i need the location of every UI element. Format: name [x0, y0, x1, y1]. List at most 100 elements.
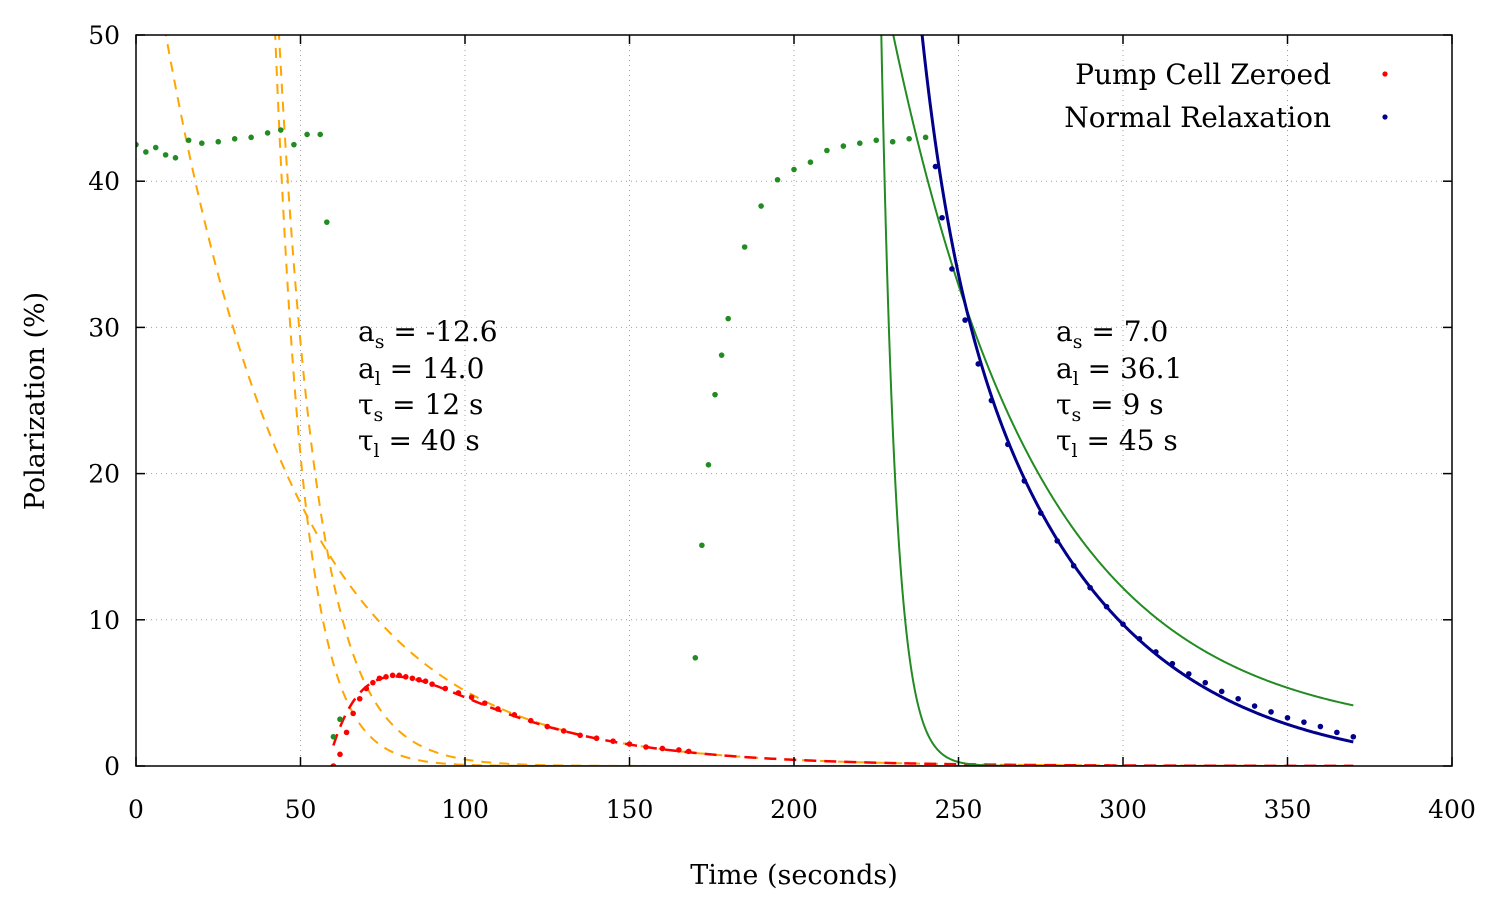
annotation-left-tau-l: τl = 40 s — [358, 424, 480, 462]
x-tick-label: 200 — [770, 795, 818, 824]
x-tick-label: 400 — [1428, 795, 1476, 824]
signal-data-point — [791, 166, 797, 173]
annotation-right-tau-s: τs = 9 s — [1056, 388, 1164, 426]
pump-cell-zeroed-point — [343, 729, 350, 736]
pump-cell-zeroed-point — [676, 747, 682, 753]
y-tick-label: 10 — [88, 606, 120, 635]
pump-cell-zeroed-point — [481, 700, 488, 706]
legend-label-pump-cell-zeroed: Pump Cell Zeroed — [1075, 58, 1331, 91]
pump-cell-zeroed-point — [659, 745, 666, 752]
annotation-right-a-s: as = 7.0 — [1056, 315, 1168, 353]
signal-data-point — [172, 155, 179, 161]
normal-relaxation-point — [1350, 733, 1357, 740]
signal-data-point — [857, 140, 863, 146]
normal-relaxation-point — [1005, 441, 1011, 448]
pump-cell-zeroed-point — [389, 672, 396, 679]
normal-relaxation-point — [1218, 688, 1225, 695]
pump-cell-zeroed-point — [350, 710, 356, 717]
x-tick-label: 350 — [1264, 795, 1312, 824]
pump-cell-zeroed-point — [396, 672, 403, 679]
pump-cell-zeroed-point — [363, 685, 370, 692]
pump-cell-zeroed-point — [376, 675, 383, 682]
normal-relaxation-point — [1087, 584, 1093, 591]
signal-data-point — [199, 140, 205, 146]
axis-ticks: 0 50 100 150 200 250 300 350 400 0 10 20 30 40 50 — [88, 21, 1476, 824]
signal-data-point — [824, 147, 830, 154]
normal-relaxation-point — [1037, 510, 1044, 516]
normal-relaxation-fit-curve — [920, 35, 1354, 744]
y-tick-label: 0 — [104, 752, 120, 781]
signal-data-point — [873, 137, 880, 144]
signal-data-point — [922, 134, 929, 141]
normal-relaxation-point — [1235, 695, 1241, 702]
legend-marker-pump-cell-zeroed — [1382, 71, 1388, 77]
signal-data-point — [692, 655, 699, 661]
pump-cell-zeroed-point — [643, 744, 649, 750]
normal-relaxation-point — [1317, 723, 1324, 730]
legend-label-normal-relaxation: Normal Relaxation — [1064, 101, 1331, 134]
normal-relaxation-point — [962, 317, 968, 323]
signal-data-point — [718, 352, 725, 358]
x-tick-label: 250 — [935, 795, 983, 824]
normal-relaxation-point — [988, 397, 995, 404]
y-tick-label: 20 — [88, 460, 120, 489]
normal-relaxation-point — [939, 214, 945, 221]
x-tick-label: 150 — [606, 795, 654, 824]
signal-data-point — [231, 136, 238, 142]
normal-relaxation-point — [1136, 636, 1143, 642]
normal-relaxation-point — [949, 266, 955, 272]
normal-relaxation-point — [1334, 729, 1340, 736]
pump-cell-zeroed-point — [468, 694, 475, 701]
pump-cell-zeroed-point — [455, 690, 462, 696]
normal-relaxation-point — [1070, 562, 1077, 569]
signal-data-point — [699, 542, 705, 549]
signal-data-point — [152, 144, 159, 151]
annotation-right-tau-l: τl = 45 s — [1056, 424, 1178, 462]
signal-data-point — [162, 152, 169, 158]
pump-cell-zeroed-point — [544, 723, 551, 730]
y-tick-label: 30 — [88, 313, 120, 342]
annotation-left-tau-s: τs = 12 s — [358, 388, 483, 426]
pump-cell-zeroed-point — [593, 735, 600, 742]
signal-data-point — [705, 462, 712, 468]
signal-data-point — [215, 138, 222, 145]
normal-relaxation-point — [1251, 703, 1258, 709]
normal-relaxation-point — [1202, 679, 1209, 686]
pump-cell-zeroed-point — [422, 678, 429, 684]
fit-reference-decay-curve — [274, 35, 1354, 766]
normal-relaxation-point — [932, 163, 939, 170]
x-tick-label: 50 — [285, 795, 317, 824]
signal-data-point — [304, 131, 310, 138]
annotation-right-a-l: al = 36.1 — [1056, 352, 1182, 390]
pump-cell-zeroed-point — [528, 717, 534, 724]
annotation-left-a-s: as = -12.6 — [358, 315, 498, 353]
signal-data-point — [712, 391, 718, 398]
signal-data-point — [185, 137, 192, 144]
data-points — [136, 127, 1357, 766]
pump-cell-zeroed-point — [409, 675, 416, 682]
pump-cell-zeroed-point — [383, 674, 389, 680]
normal-relaxation-point — [1054, 538, 1060, 544]
signal-data-point — [741, 244, 748, 250]
green-long-fit-curve — [892, 35, 1354, 707]
normal-relaxation-point — [1301, 719, 1307, 725]
green-short-fit-curve — [880, 35, 1354, 766]
pump-cell-zeroed-point — [429, 681, 435, 687]
annotation-left: as = -12.6 al = 14.0 τs = 12 s τl = 40 s — [358, 315, 498, 462]
legend: Pump Cell Zeroed Normal Relaxation — [1064, 58, 1388, 134]
signal-data-point — [143, 149, 149, 155]
pump-cell-zeroed-point — [560, 728, 567, 734]
signal-data-point — [330, 733, 337, 740]
signal-data-point — [725, 315, 731, 322]
x-tick-label: 300 — [1099, 795, 1147, 824]
signal-data-point — [807, 159, 814, 165]
pump-cell-zeroed-point — [416, 676, 422, 683]
normal-relaxation-point — [1284, 714, 1291, 721]
x-axis-title: Time (seconds) — [690, 860, 898, 891]
normal-relaxation-point — [1120, 621, 1126, 627]
normal-relaxation-point — [975, 361, 982, 367]
normal-relaxation-point — [1153, 649, 1159, 655]
pump-cell-zeroed-point — [356, 695, 363, 702]
pump-cell-zeroed-point — [610, 738, 616, 744]
